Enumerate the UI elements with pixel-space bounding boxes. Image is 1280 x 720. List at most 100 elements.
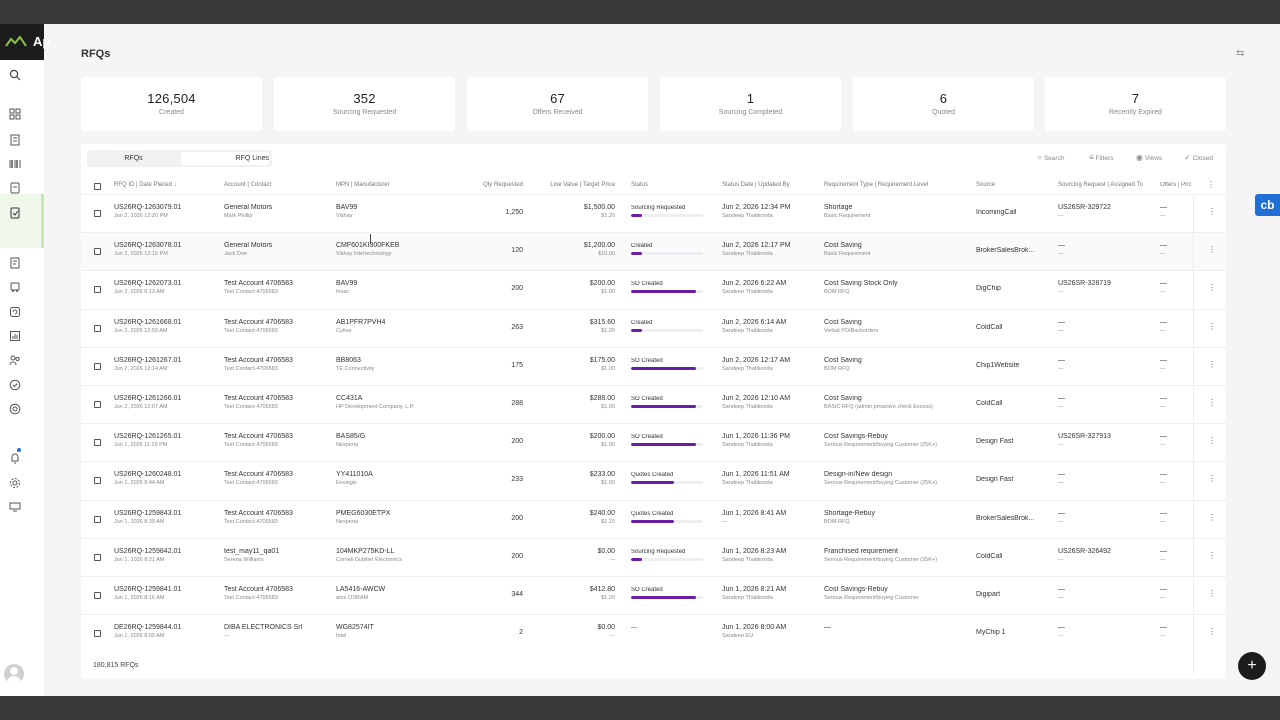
sourcing-request[interactable]: — [1058, 471, 1065, 479]
rfq-id[interactable]: US26RQ-1261267.01 [114, 356, 182, 364]
sourcing-request[interactable]: US26SR-326492 [1058, 547, 1111, 555]
add-rfq-button[interactable]: + [1238, 652, 1266, 680]
row-checkbox[interactable] [94, 286, 101, 294]
sourcing-request[interactable]: — [1058, 242, 1065, 250]
rfq-id-cell[interactable]: US26RQ-1261265.01 Jun 1, 2026 11:29 PM [114, 433, 219, 448]
rfq-id[interactable]: US26RQ-1261668.01 [114, 318, 182, 326]
mpn[interactable]: 104MKP275KD-LL [336, 547, 395, 555]
account-name[interactable]: Test Account 4706583 [224, 433, 293, 441]
account-name[interactable]: Test Account 4706583 [224, 471, 293, 479]
mpn[interactable]: BAV99 [336, 280, 358, 288]
rfq-id-cell[interactable]: US26RQ-1260248.01 Jun 1, 2026 9:44 AM [114, 471, 219, 486]
select-all-checkbox[interactable] [94, 183, 101, 190]
check-circle-icon[interactable] [9, 379, 21, 391]
table-row[interactable]: US26RQ-1261266.01 Jun 2, 2026 12:07 AM Tes… [81, 385, 1226, 423]
row-menu-icon[interactable]: ⋮ [1208, 398, 1216, 407]
users-icon[interactable] [9, 354, 21, 366]
account-name[interactable]: General Motors [224, 242, 273, 250]
rfq-id-cell[interactable]: US26RQ-1262073.01 Jun 2, 2026 6:13 AM [114, 280, 219, 295]
rfq-id-cell[interactable]: US26RQ-1259841.01 Jun 1, 2026 8:16 AM [114, 586, 219, 601]
table-row[interactable]: US26RQ-1261267.01 Jun 2, 2026 12:14 AM Tes… [81, 346, 1226, 385]
header-rfq-id[interactable]: RFQ ID | Date Placed ↓ [114, 182, 177, 188]
building-icon[interactable] [9, 134, 21, 146]
rfq-id[interactable]: US26RQ-1263078.01 [114, 242, 182, 250]
document-icon[interactable] [9, 182, 21, 194]
rfq-id[interactable]: US26RQ-1259842.01 [114, 547, 182, 555]
card-recently-expired[interactable]: 7 Recently Expired [1045, 77, 1226, 131]
account-name[interactable]: DIBA ELECTRONICS Srl [224, 624, 303, 632]
row-checkbox[interactable] [94, 515, 101, 523]
row-menu-icon[interactable]: ⋮ [1208, 207, 1216, 216]
account-name[interactable]: General Motors [224, 204, 273, 211]
header-offers[interactable]: Offers | Pric [1160, 182, 1192, 188]
rfq-id[interactable]: US26RQ-1261265.01 [114, 433, 182, 441]
card-quoted[interactable]: 6 Quoted [853, 77, 1034, 131]
mpn[interactable]: BB8063 [336, 356, 361, 364]
sourcing-request[interactable]: — [1058, 356, 1065, 364]
account-name[interactable]: Test Account 4706583 [224, 586, 293, 593]
mpn[interactable]: WG82574IT [336, 624, 374, 632]
views-button[interactable]: ◉ Views [1136, 153, 1162, 162]
report-icon[interactable] [9, 257, 21, 269]
chart-icon[interactable] [9, 330, 21, 342]
account-name[interactable]: Test Account 4706583 [224, 395, 293, 402]
card-offers-received[interactable]: 67 Offers Received [467, 77, 648, 131]
target-icon[interactable] [9, 403, 21, 415]
user-avatar[interactable] [4, 664, 24, 684]
rfq-id-cell[interactable]: US26RQ-1261266.01 Jun 2, 2026 12:07 AM [114, 395, 219, 410]
table-row[interactable]: US26RQ-1261265.01 Jun 1, 2026 11:29 PM Tes… [81, 423, 1226, 461]
row-menu-icon[interactable]: ⋮ [1208, 283, 1216, 293]
mpn[interactable]: PMEG6030ETPX [336, 509, 391, 517]
table-row[interactable]: US26RQ-1260248.01 Jun 1, 2026 9:44 AM Test… [81, 461, 1226, 499]
row-checkbox[interactable] [94, 553, 101, 561]
header-sourcing-request[interactable]: Sourcing Request | Assigned To [1058, 182, 1143, 188]
gear-icon[interactable] [9, 477, 21, 489]
swap-icon[interactable]: ⇆ [1236, 48, 1245, 59]
sourcing-request[interactable]: — [1058, 624, 1065, 632]
truck-icon[interactable] [9, 281, 21, 293]
table-row[interactable]: US26RQ-1259841.01 Jun 1, 2026 8:16 AM Test… [81, 576, 1226, 614]
tab-rfq-lines[interactable]: RFQ Lines [181, 152, 269, 165]
mpn[interactable]: YY411010A [336, 471, 373, 479]
header-status[interactable]: Status [631, 182, 649, 188]
row-checkbox[interactable] [94, 248, 101, 256]
table-row[interactable]: US26RQ-1259842.01 Jun 1, 2026 8:21 AM test… [81, 537, 1226, 576]
closed-toggle[interactable]: ✓ Closed [1184, 153, 1213, 162]
mpn[interactable]: BAS85/G [336, 433, 366, 441]
column-menu-icon[interactable]: ⋮ [1207, 180, 1215, 189]
account-name[interactable]: Test Account 4706583 [224, 509, 293, 517]
sourcing-request[interactable]: — [1058, 395, 1065, 402]
sourcing-request[interactable]: — [1058, 586, 1065, 593]
card-created[interactable]: 126,504 Created [81, 77, 262, 131]
row-checkbox[interactable] [94, 362, 101, 370]
rfq-id-cell[interactable]: US26RQ-1261267.01 Jun 2, 2026 12:14 AM [114, 357, 219, 372]
row-menu-icon[interactable]: ⋮ [1208, 512, 1216, 522]
sourcing-request[interactable]: US26SR-329722 [1058, 204, 1111, 211]
header-mpn[interactable]: MPN | Manufacturer [336, 182, 390, 188]
rfq-icon[interactable] [9, 207, 21, 219]
tab-rfqs[interactable]: RFQs [124, 155, 143, 162]
row-menu-icon[interactable]: ⋮ [1208, 245, 1216, 255]
search-button[interactable]: ○ Search [1037, 153, 1064, 162]
filters-button[interactable]: ≡ Filters [1089, 153, 1113, 162]
rfq-id[interactable]: US26RQ-1261266.01 [114, 395, 182, 402]
sourcing-request[interactable]: — [1058, 509, 1065, 517]
table-row[interactable]: US26RQ-1261668.01 Jun 2, 2026 12:59 AM Tes… [81, 308, 1226, 347]
app-logo[interactable]: Ap [0, 24, 50, 60]
extension-badge[interactable]: cb [1255, 194, 1280, 216]
mpn[interactable]: CC431A [336, 395, 363, 402]
barcode-icon[interactable] [9, 158, 21, 170]
rfq-id[interactable]: US26RQ-1263079.01 [114, 204, 182, 211]
row-checkbox[interactable] [94, 401, 101, 408]
table-row[interactable]: DE26RQ-1259844.01 Jun 1, 2026 8:00 AM DIBA… [81, 614, 1226, 652]
row-checkbox[interactable] [94, 630, 101, 638]
row-checkbox[interactable] [94, 324, 101, 332]
rfq-id[interactable]: US26RQ-1260248.01 [114, 471, 182, 479]
table-row[interactable]: US26RQ-1262073.01 Jun 2, 2026 6:13 AM Test… [81, 270, 1226, 308]
table-row[interactable]: US26RQ-1263078.01 Jun 2, 2026 12:15 PM Gen… [81, 232, 1226, 271]
header-requirement[interactable]: Requirement Type | Requirement Level [824, 182, 929, 188]
search-icon[interactable] [9, 69, 21, 81]
rfq-id[interactable]: US26RQ-1259841.01 [114, 586, 182, 593]
header-line-value[interactable]: Line Value | Target Price [550, 182, 615, 188]
mpn[interactable]: LA5416-AWCW [336, 586, 386, 593]
